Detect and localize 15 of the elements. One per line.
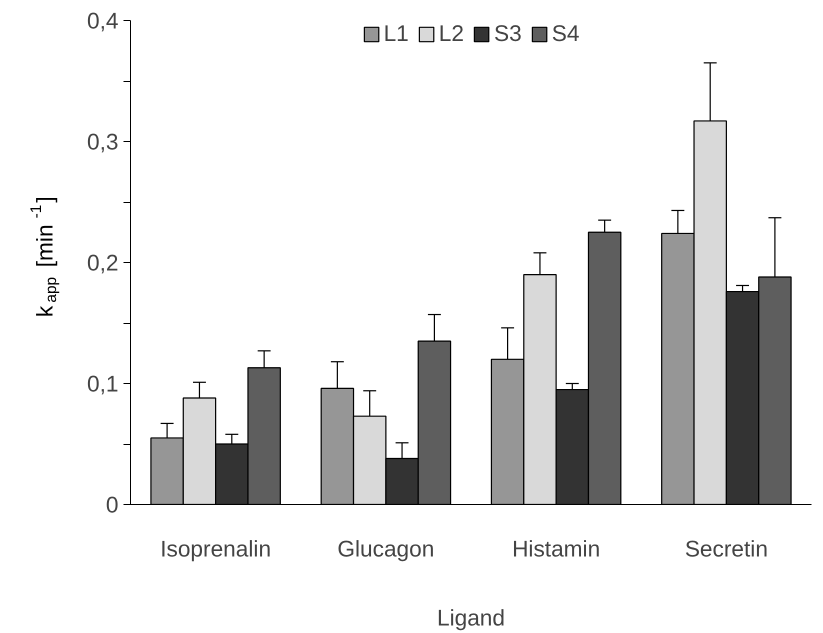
y-tick-label: 0,3: [87, 128, 119, 154]
x-tick-label: Secretin: [684, 536, 768, 562]
legend-label: L1: [384, 20, 409, 47]
y-tick-label: 0,1: [87, 370, 119, 396]
x-axis-title: Ligand: [436, 604, 506, 630]
y-tick-label: 0: [106, 492, 119, 518]
y-tick-label: 0,2: [87, 250, 119, 276]
x-tick-label: Isoprenalin: [160, 536, 272, 562]
x-tick-label: Histamin: [512, 536, 600, 562]
legend-label: S4: [552, 20, 580, 47]
x-tick-label: Glucagon: [337, 536, 434, 562]
y-axis-title: kapp [min-1]: [28, 196, 60, 318]
legend-label: S3: [494, 20, 522, 47]
legend-label: L2: [438, 20, 464, 47]
y-tick-label: 0,4: [87, 8, 119, 34]
